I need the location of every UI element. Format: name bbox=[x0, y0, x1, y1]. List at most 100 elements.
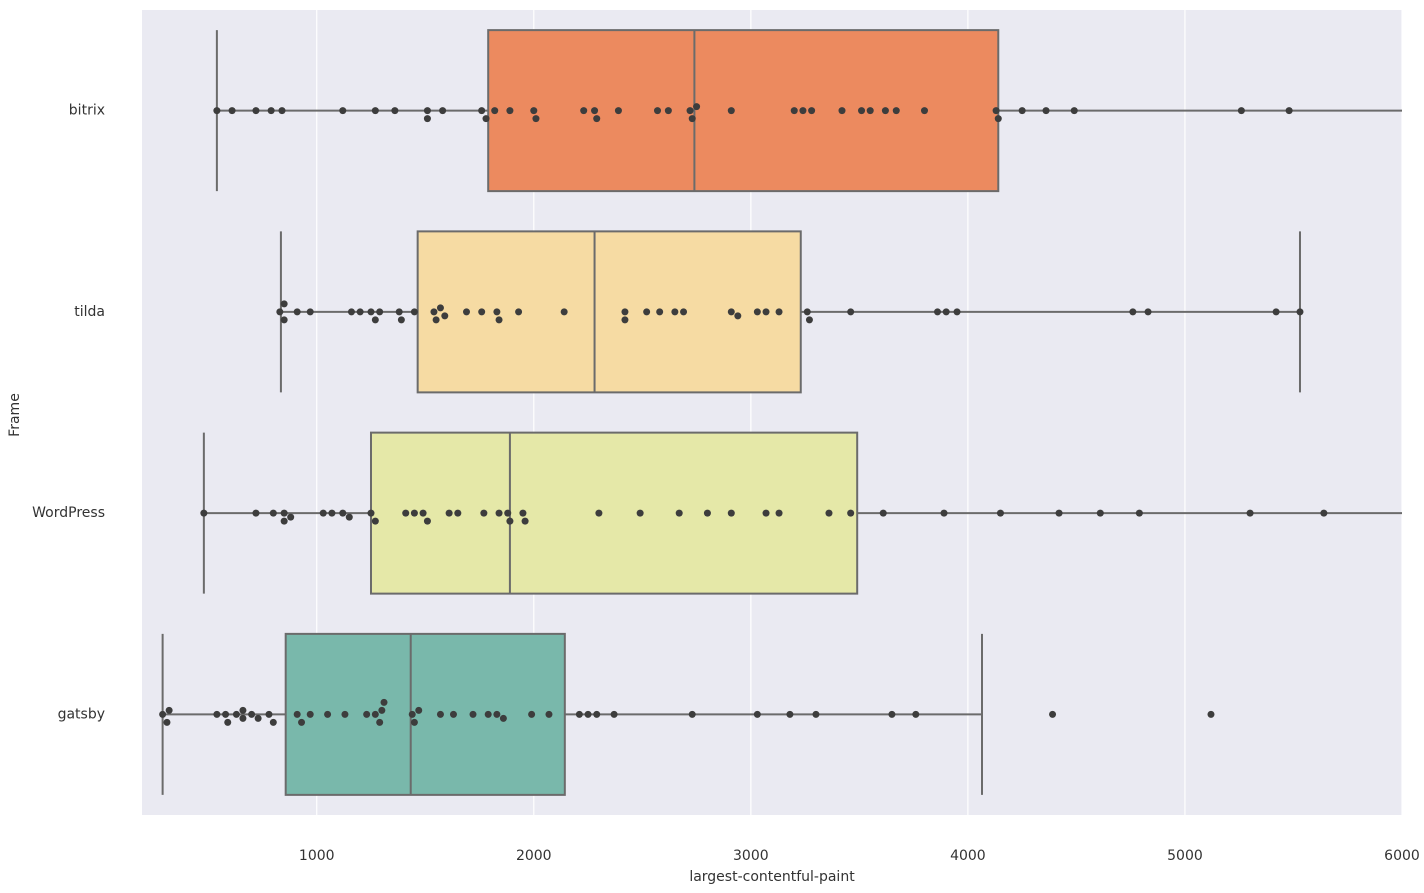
x-tick-label: 4000 bbox=[950, 848, 986, 864]
x-tick-label: 3000 bbox=[733, 848, 769, 864]
swarm-point bbox=[803, 308, 811, 316]
swarm-point bbox=[614, 107, 622, 115]
swarm-point bbox=[858, 107, 866, 115]
swarm-point bbox=[254, 714, 262, 722]
swarm-point bbox=[866, 107, 874, 115]
swarm-point bbox=[293, 308, 301, 316]
swarm-point bbox=[441, 312, 449, 320]
swarm-point bbox=[1018, 107, 1026, 115]
x-tick-label: 1000 bbox=[299, 848, 335, 864]
swarm-point bbox=[888, 710, 896, 718]
swarm-point bbox=[378, 706, 386, 714]
swarm-point bbox=[1055, 509, 1063, 517]
swarm-point bbox=[775, 509, 783, 517]
swarm-point bbox=[688, 115, 696, 123]
swarm-point bbox=[621, 316, 629, 324]
swarm-point bbox=[339, 509, 347, 517]
swarm-point bbox=[912, 710, 920, 718]
swarm-point bbox=[239, 714, 247, 722]
swarm-point bbox=[940, 509, 948, 517]
box bbox=[416, 230, 802, 394]
swarm-point bbox=[371, 316, 379, 324]
swarm-point bbox=[356, 308, 364, 316]
swarm-point bbox=[395, 308, 403, 316]
swarm-point bbox=[269, 718, 277, 726]
swarm-point bbox=[532, 115, 540, 123]
swarm-point bbox=[306, 308, 314, 316]
swarm-point bbox=[992, 107, 1000, 115]
swarm-point bbox=[371, 107, 379, 115]
swarm-point bbox=[1129, 308, 1137, 316]
swarm-point bbox=[449, 710, 457, 718]
swarm-point bbox=[408, 710, 416, 718]
y-tick-label: bitrix bbox=[69, 103, 105, 119]
box bbox=[369, 431, 859, 595]
swarm-point bbox=[1237, 107, 1245, 115]
swarm-point bbox=[942, 308, 950, 316]
swarm-point bbox=[410, 718, 418, 726]
swarm-point bbox=[703, 509, 711, 517]
swarm-point bbox=[252, 509, 260, 517]
swarm-point bbox=[480, 509, 488, 517]
swarm-point bbox=[436, 710, 444, 718]
flier bbox=[1049, 710, 1057, 718]
swarm-point bbox=[423, 107, 431, 115]
swarm-point bbox=[847, 509, 855, 517]
y-axis-label: Frame bbox=[7, 393, 23, 437]
box bbox=[284, 632, 566, 796]
swarm-point bbox=[1042, 107, 1050, 115]
swarm-point bbox=[506, 107, 514, 115]
swarm-point bbox=[734, 312, 742, 320]
swarm-point bbox=[593, 710, 601, 718]
swarm-point bbox=[415, 706, 423, 714]
swarm-point bbox=[1285, 107, 1293, 115]
swarm-point bbox=[996, 509, 1004, 517]
swarm-point bbox=[462, 308, 470, 316]
swarm-point bbox=[584, 710, 592, 718]
swarm-point bbox=[499, 714, 507, 722]
swarm-point bbox=[159, 710, 167, 718]
swarm-point bbox=[491, 107, 499, 115]
swarm-point bbox=[423, 115, 431, 123]
swarm-point bbox=[799, 107, 807, 115]
swarm-point bbox=[213, 710, 221, 718]
swarm-point bbox=[347, 308, 355, 316]
swarm-point bbox=[528, 710, 536, 718]
swarm-point bbox=[762, 509, 770, 517]
swarm-point bbox=[239, 706, 247, 714]
swarm-point bbox=[1272, 308, 1280, 316]
swarm-point bbox=[812, 710, 820, 718]
swarm-point bbox=[445, 509, 453, 517]
swarm-point bbox=[664, 107, 672, 115]
swarm-point bbox=[693, 103, 701, 111]
swarm-point bbox=[287, 513, 295, 521]
swarm-point bbox=[675, 509, 683, 517]
swarm-point bbox=[224, 718, 232, 726]
x-tick-label: 6000 bbox=[1384, 848, 1420, 864]
swarm-point bbox=[671, 308, 679, 316]
swarm-point bbox=[643, 308, 651, 316]
swarm-point bbox=[397, 316, 405, 324]
swarm-point bbox=[1144, 308, 1152, 316]
swarm-point bbox=[1320, 509, 1328, 517]
swarm-point bbox=[1096, 509, 1104, 517]
plot-area bbox=[159, 29, 1402, 796]
swarm-point bbox=[521, 517, 529, 525]
flier bbox=[1207, 710, 1215, 718]
swarm-point bbox=[410, 509, 418, 517]
swarm-point bbox=[504, 509, 512, 517]
swarm-point bbox=[881, 107, 889, 115]
swarm-point bbox=[391, 107, 399, 115]
swarm-point bbox=[280, 517, 288, 525]
box bbox=[487, 29, 1000, 193]
swarm-point bbox=[686, 107, 694, 115]
swarm-point bbox=[519, 509, 527, 517]
swarm-point bbox=[493, 710, 501, 718]
swarm-point bbox=[367, 509, 375, 517]
swarm-point bbox=[454, 509, 462, 517]
swarm-point bbox=[786, 710, 794, 718]
swarm-point bbox=[482, 115, 490, 123]
swarm-point bbox=[753, 308, 761, 316]
swarm-point bbox=[252, 107, 260, 115]
